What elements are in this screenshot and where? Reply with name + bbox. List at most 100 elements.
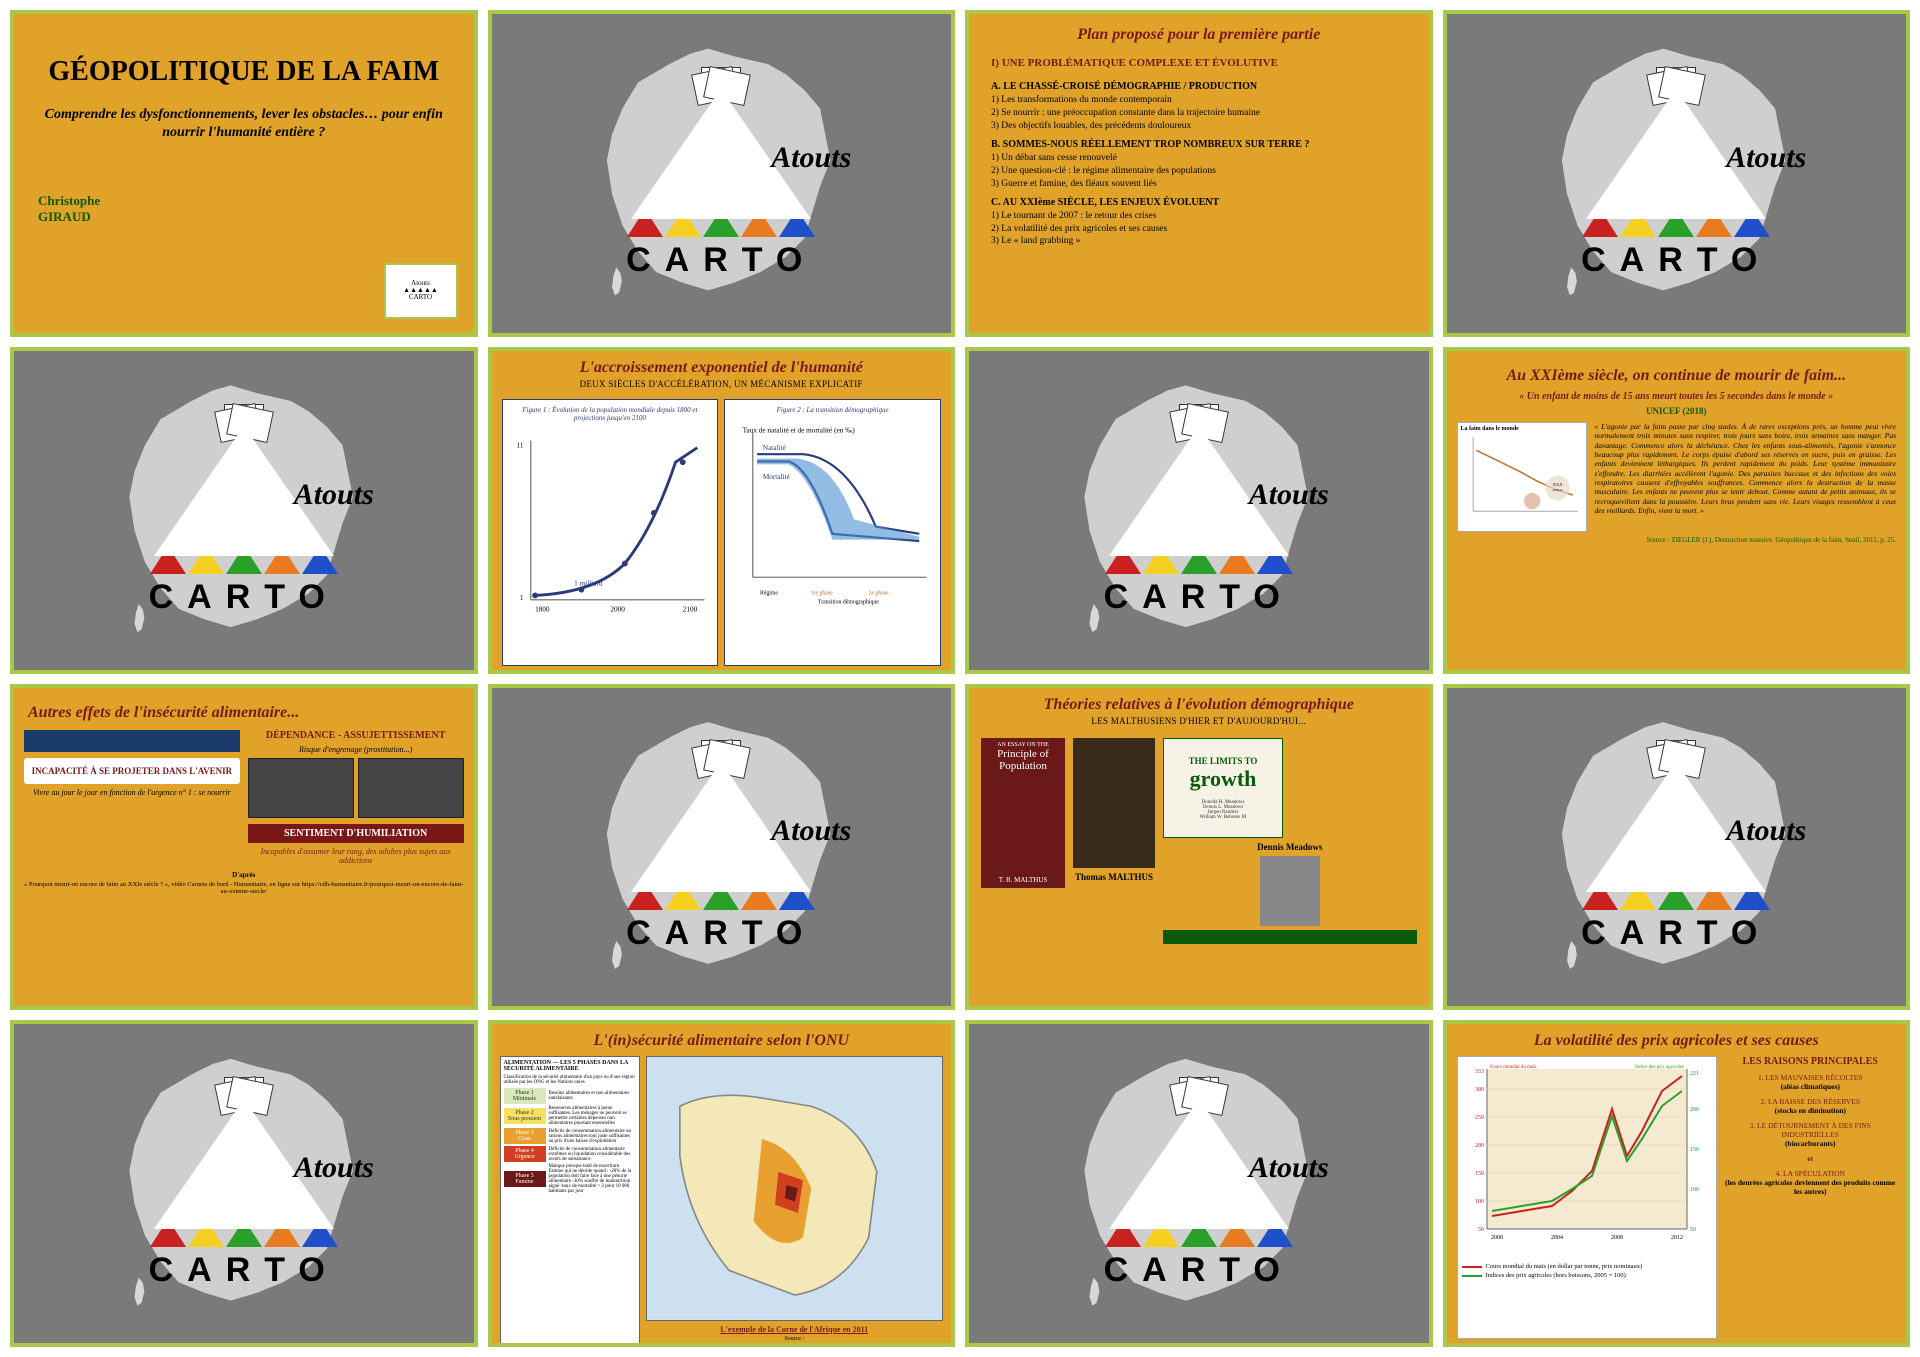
- slide-accroissement: L'accroissement exponentiel de l'humanit…: [488, 347, 956, 674]
- hunger-line: 815,8 millions: [1461, 432, 1583, 524]
- slide-logo-7: AtoutsCARTO: [965, 347, 1433, 674]
- svg-text:50: 50: [1478, 1227, 1484, 1233]
- s6-sub: DEUX SIÈCLES D'ACCÉLÉRATION, UN MÉCANISM…: [492, 379, 952, 389]
- svg-text:300: 300: [1475, 1087, 1484, 1093]
- author-meadows: Dennis Meadows: [1163, 842, 1417, 852]
- portrait-meadows: [1260, 856, 1320, 926]
- svg-text:250: 250: [1475, 1115, 1484, 1121]
- slide-logo-5: AtoutsCARTO: [10, 347, 478, 674]
- svg-text:200: 200: [1690, 1107, 1699, 1113]
- plan-title: Plan proposé pour la première partie: [991, 24, 1407, 46]
- svg-text:1800: 1800: [535, 605, 550, 613]
- reasons: LES RAISONS PRINCIPALES 1. LES MAUVAISES…: [1725, 1056, 1897, 1339]
- horn-africa-map: [646, 1056, 944, 1321]
- plan-C3: 3) Le « land grabbing »: [991, 235, 1407, 248]
- svg-text:221: 221: [1690, 1071, 1699, 1077]
- slide-title: GÉOPOLITIQUE DE LA FAIM Comprendre les d…: [10, 10, 478, 337]
- slide-theories: Théories relatives à l'évolution démogra…: [965, 684, 1433, 1011]
- legend-2: Indices des prix agricoles (hors boisson…: [1462, 1272, 1712, 1279]
- svg-text:Régime: Régime: [760, 590, 778, 596]
- plan-A3: 3) Des objectifs louables, des précédent…: [991, 120, 1407, 133]
- s9-body: INCAPACITÉ À SE PROJETER DANS L'AVENIR V…: [24, 730, 464, 865]
- svg-text:150: 150: [1475, 1171, 1484, 1177]
- plan-h1: I) UNE PROBLÉMATIQUE COMPLEXE ET ÉVOLUTI…: [991, 56, 1407, 71]
- plan-B1: 1) Un débat sans cesse renouvelé: [991, 152, 1407, 165]
- legend1-text: Cours mondial du maïs (en dollar par ton…: [1486, 1263, 1643, 1270]
- s6-c1-title: Figure 1 : Évolution de la population mo…: [509, 406, 712, 422]
- slide-volatilite: La volatilité des prix agricoles et ses …: [1443, 1020, 1911, 1347]
- svg-text:Mortalité: Mortalité: [763, 473, 790, 481]
- author-last: GIRAUD: [38, 209, 91, 224]
- author-malthus: Thomas MALTHUS: [1073, 872, 1155, 882]
- plan-B3: 3) Guerre et famine, des fléaux souvent …: [991, 178, 1407, 191]
- s14-body: ALIMENTATION — LES 5 PHASES DANS LA SÉCU…: [492, 1052, 952, 1347]
- s9-pill: INCAPACITÉ À SE PROJETER DANS L'AVENIR: [24, 758, 240, 784]
- s14-title: L'(in)sécurité alimentaire selon l'ONU: [498, 1032, 946, 1050]
- svg-text:2008: 2008: [1611, 1235, 1623, 1241]
- plan-A1: 1) Les transformations du monde contempo…: [991, 94, 1407, 107]
- slide-grid: GÉOPOLITIQUE DE LA FAIM Comprendre les d…: [10, 10, 1910, 1347]
- plan-B2: 2) Une question-clé : le régime alimenta…: [991, 165, 1407, 178]
- svg-text:Taux de natalité et de mortali: Taux de natalité et de mortalité (en ‰): [743, 426, 856, 434]
- s9-sent: SENTIMENT D'HUMILIATION: [248, 824, 464, 843]
- s6-c2-title: Figure 2 : La transition démographique: [731, 406, 934, 414]
- slide-logo-4: AtoutsCARTO: [1443, 10, 1911, 337]
- map-svg: [647, 1057, 942, 1320]
- svg-text:50: 50: [1690, 1227, 1696, 1233]
- plan-C1: 1) Le tournant de 2007 : le retour des c…: [991, 210, 1407, 223]
- r3: 3. LE DÉTOURNEMENT À DES FINS INDUSTRIEL…: [1725, 1121, 1897, 1148]
- photo-2: [358, 758, 464, 818]
- plan-A: A. LE CHASSÉ-CROISÉ DÉMOGRAPHIE / PRODUC…: [991, 80, 1407, 94]
- s8-quote: « Un enfant de moins de 15 ans meurt tou…: [1457, 391, 1897, 402]
- mini-logo-text: Atouts▲▲▲▲▲CARTO: [403, 280, 438, 301]
- s14-src-label: Source :: [646, 1336, 944, 1342]
- author-first: Christophe: [38, 193, 100, 208]
- book1-title: Principle of Population: [985, 748, 1061, 772]
- author: Christophe GIRAUD: [38, 193, 450, 225]
- s11-sub: LES MALTHUSIENS D'HIER ET D'AUJOURD'HUI.…: [969, 716, 1429, 726]
- book-malthus: AN ESSAY ON THE Principle of Population …: [981, 738, 1065, 888]
- slide-plan: Plan proposé pour la première partie I) …: [965, 10, 1433, 337]
- s6-chart1: Figure 1 : Évolution de la population mo…: [502, 399, 719, 666]
- svg-text:100: 100: [1690, 1187, 1699, 1193]
- s9-title: Autres effets de l'insécurité alimentair…: [28, 704, 458, 722]
- s9-sent-sub: Incapables d'assumer leur rang, des adul…: [248, 847, 464, 865]
- subtitle: Comprendre les dysfonctionnements, lever…: [38, 106, 450, 142]
- legend-line-red: [1462, 1266, 1482, 1268]
- s9-pill-sub: Vivre au jour le jour en fonction de l'u…: [24, 788, 240, 797]
- s9-banner: [24, 730, 240, 752]
- map-caption: L'exemple de la Corne de l'Afrique en 20…: [646, 1325, 944, 1334]
- book-limits: THE LIMITS TO growth Donella H. MeadowsD…: [1163, 738, 1283, 838]
- s16-body: Cours mondial du maïs Indice des prix ag…: [1447, 1052, 1907, 1343]
- s9-right: DÉPENDANCE - ASSUJETTISSEMENT Risque d'e…: [248, 730, 464, 865]
- svg-text:100: 100: [1475, 1199, 1484, 1205]
- s8-title: Au XXIème siècle, on continue de mourir …: [1463, 367, 1891, 385]
- s9-dep: DÉPENDANCE - ASSUJETTISSEMENT: [248, 730, 464, 741]
- r2: 2. LA BAISSE DES RÉSERVES(stocks en dimi…: [1725, 1097, 1897, 1115]
- slide-logo-10: AtoutsCARTO: [488, 684, 956, 1011]
- svg-text:2000: 2000: [610, 605, 625, 613]
- s11-title: Théories relatives à l'évolution démogra…: [975, 696, 1423, 714]
- svg-text:Indice des prix agricoles: Indice des prix agricoles: [1634, 1065, 1683, 1070]
- slide-logo-13: AtoutsCARTO: [10, 1020, 478, 1347]
- book-col-3: THE LIMITS TO growth Donella H. MeadowsD…: [1163, 738, 1417, 944]
- plan-C2: 2) La volatilité des prix agricoles et s…: [991, 223, 1407, 236]
- price-chart: Cours mondial du maïs Indice des prix ag…: [1457, 1056, 1717, 1339]
- svg-text:2000: 2000: [1491, 1235, 1503, 1241]
- s16-title: La volatilité des prix agricoles et ses …: [1453, 1032, 1901, 1050]
- s9-left: INCAPACITÉ À SE PROJETER DANS L'AVENIR V…: [24, 730, 240, 865]
- slide-xxi: Au XXIème siècle, on continue de mourir …: [1443, 347, 1911, 674]
- r4: 4. LA SPÉCULATION(les denrées agricoles …: [1725, 1169, 1897, 1196]
- exponential-curve: 1 11 1800 2000 2100 1 milliard: [509, 426, 712, 614]
- svg-text:11: 11: [516, 441, 523, 449]
- r1: 1. LES MAUVAISES RÉCOLTES(aléas climatiq…: [1725, 1073, 1897, 1091]
- s6-title: L'accroissement exponentiel de l'humanit…: [498, 359, 946, 377]
- svg-text:2e phase: 2e phase: [869, 590, 889, 596]
- book-col-2: Thomas MALTHUS: [1073, 738, 1155, 882]
- plan-A2: 2) Se nourrir : une préoccupation consta…: [991, 107, 1407, 120]
- book3-word: growth: [1190, 766, 1257, 792]
- svg-text:Transition démographique: Transition démographique: [818, 599, 879, 605]
- s9-dep-sub: Risque d'engrenage (prostitution...): [248, 745, 464, 754]
- svg-text:200: 200: [1475, 1143, 1484, 1149]
- svg-text:2100: 2100: [682, 605, 697, 613]
